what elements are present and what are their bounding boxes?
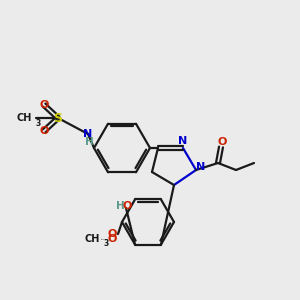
Text: N: N [83, 129, 93, 139]
Text: H: H [85, 137, 93, 147]
Text: N: N [196, 162, 206, 172]
Text: 3: 3 [104, 239, 109, 248]
Text: O: O [39, 126, 49, 136]
Text: H: H [116, 201, 124, 211]
Text: CH: CH [85, 234, 100, 244]
Text: 3: 3 [36, 118, 41, 127]
Text: methoxy: methoxy [101, 238, 107, 240]
Text: O: O [107, 234, 117, 244]
Text: O: O [108, 229, 117, 239]
Text: N: N [178, 136, 188, 146]
Text: S: S [53, 112, 62, 124]
Text: O: O [122, 201, 132, 211]
Text: O: O [217, 137, 227, 147]
Text: CH: CH [16, 113, 32, 123]
Text: O: O [39, 100, 49, 110]
